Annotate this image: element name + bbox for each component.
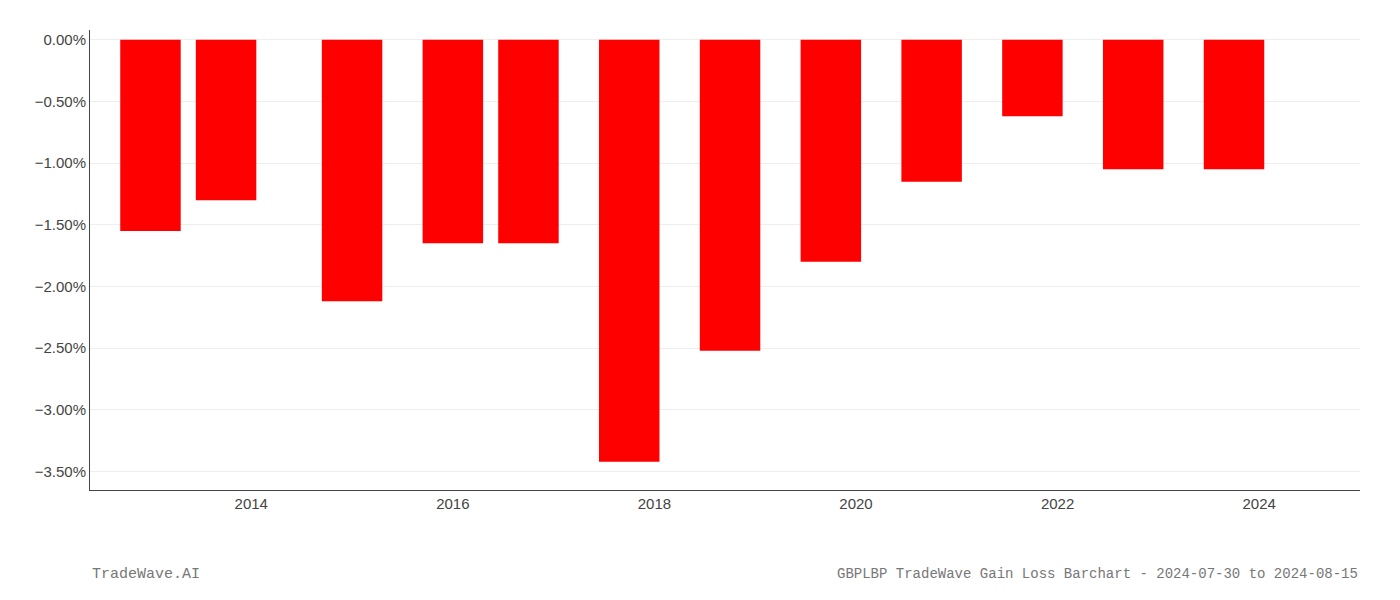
svg-text:2016: 2016: [436, 495, 469, 512]
svg-text:2022: 2022: [1041, 495, 1074, 512]
svg-text:−2.50%: −2.50%: [35, 339, 86, 356]
svg-text:−1.00%: −1.00%: [35, 154, 86, 171]
svg-text:−3.00%: −3.00%: [35, 401, 86, 418]
svg-text:2014: 2014: [235, 495, 268, 512]
svg-text:0.00%: 0.00%: [43, 31, 86, 48]
svg-text:TradeWave.AI: TradeWave.AI: [92, 566, 200, 583]
svg-text:2024: 2024: [1243, 495, 1276, 512]
svg-text:−3.50%: −3.50%: [35, 463, 86, 480]
svg-text:GBPLBP TradeWave Gain Loss Bar: GBPLBP TradeWave Gain Loss Barchart - 20…: [837, 566, 1358, 582]
svg-text:2018: 2018: [638, 495, 671, 512]
svg-text:2020: 2020: [839, 495, 872, 512]
svg-text:−0.50%: −0.50%: [35, 93, 86, 110]
svg-text:−1.50%: −1.50%: [35, 216, 86, 233]
svg-text:−2.00%: −2.00%: [35, 278, 86, 295]
